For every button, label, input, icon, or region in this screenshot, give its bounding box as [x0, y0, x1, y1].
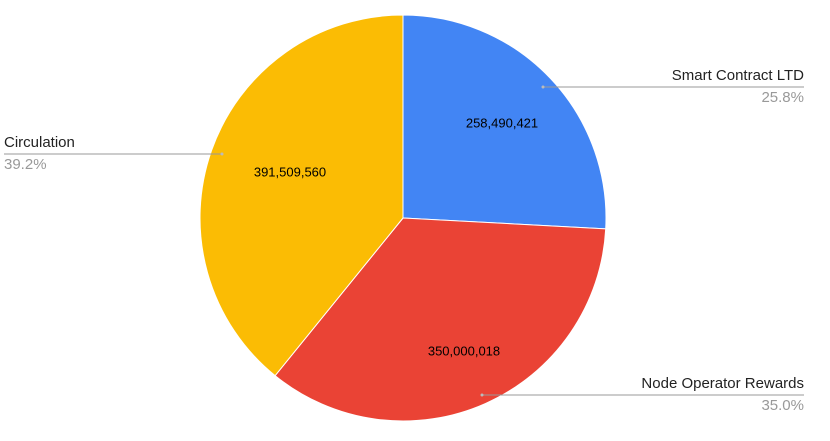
pie-slice — [199, 14, 404, 377]
slice-value-label: 258,490,421 — [466, 115, 538, 130]
leader-dot — [541, 85, 545, 89]
slice-value-label: 391,509,560 — [254, 164, 326, 179]
slice-value-label: 350,000,018 — [428, 343, 500, 358]
category-label: Smart Contract LTD — [672, 67, 804, 84]
percent-label: 35.0% — [761, 397, 804, 414]
leader-dot — [480, 393, 484, 397]
pie-slice — [402, 14, 607, 230]
category-label: Node Operator Rewards — [641, 375, 804, 392]
pie-slice — [274, 217, 607, 422]
category-label: Circulation — [4, 134, 75, 151]
percent-label: 25.8% — [761, 89, 804, 106]
leader-dot — [220, 152, 224, 156]
percent-label: 39.2% — [4, 156, 47, 173]
